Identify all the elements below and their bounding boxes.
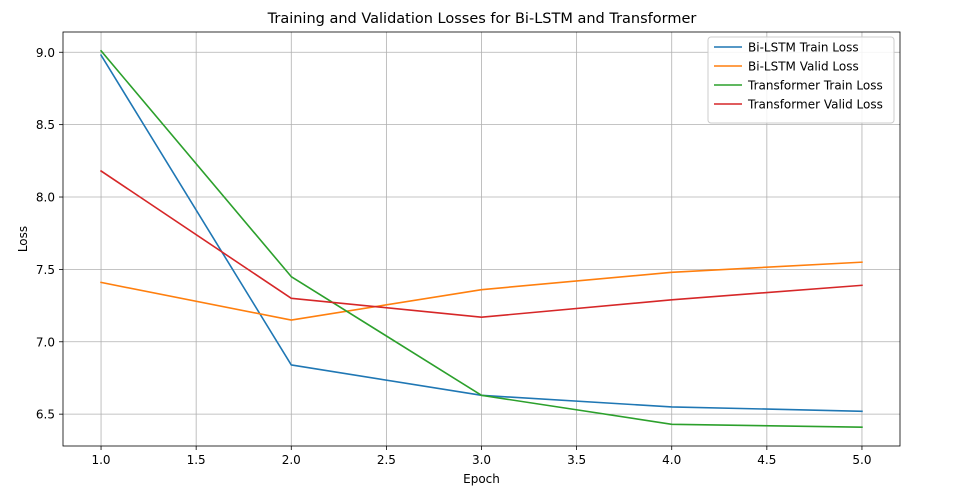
legend-entry: Transformer Train Loss	[747, 79, 883, 93]
series-line-2	[100, 261, 863, 321]
series-line-4	[99, 169, 863, 318]
axis-ticks: 1.0 1.5 2.0 2.5 3.0 3.5 4.0 4.5 5.0 6.5 7.0 7.5 8.0 8…	[36, 46, 872, 467]
series-lines	[99, 49, 863, 428]
x-tick-label: 3.0	[472, 453, 491, 467]
legend: Bi-LSTM Train Loss Bi-LSTM Valid Loss Tran…	[707, 36, 895, 124]
series-line-3	[99, 49, 863, 428]
y-axis-label: Loss	[16, 226, 30, 252]
x-axis-label: Epoch	[463, 472, 500, 486]
y-tick-label: 7.5	[36, 263, 55, 277]
x-tick-label: 2.5	[377, 453, 396, 467]
x-tick-label: 4.5	[757, 453, 776, 467]
x-tick-label: 1.0	[91, 453, 110, 467]
grid	[63, 32, 900, 446]
y-tick-label: 7.0	[36, 335, 55, 349]
x-tick-label: 3.5	[567, 453, 586, 467]
x-tick-label: 4.0	[662, 453, 681, 467]
legend-box	[707, 36, 895, 124]
y-tick-label: 9.0	[36, 46, 55, 60]
legend-entry: Bi-LSTM Valid Loss	[748, 60, 859, 74]
legend-entry: Transformer Valid Loss	[747, 98, 883, 112]
chart-title: Training and Validation Losses for Bi-LS…	[267, 11, 697, 27]
y-tick-label: 6.5	[36, 408, 55, 422]
x-tick-label: 1.5	[187, 453, 206, 467]
y-tick-label: 8.5	[36, 118, 55, 132]
x-tick-label: 2.0	[282, 453, 301, 467]
x-tick-label: 5.0	[852, 453, 871, 467]
legend-entry: Bi-LSTM Train Loss	[748, 41, 859, 55]
y-tick-label: 8.0	[36, 191, 55, 205]
